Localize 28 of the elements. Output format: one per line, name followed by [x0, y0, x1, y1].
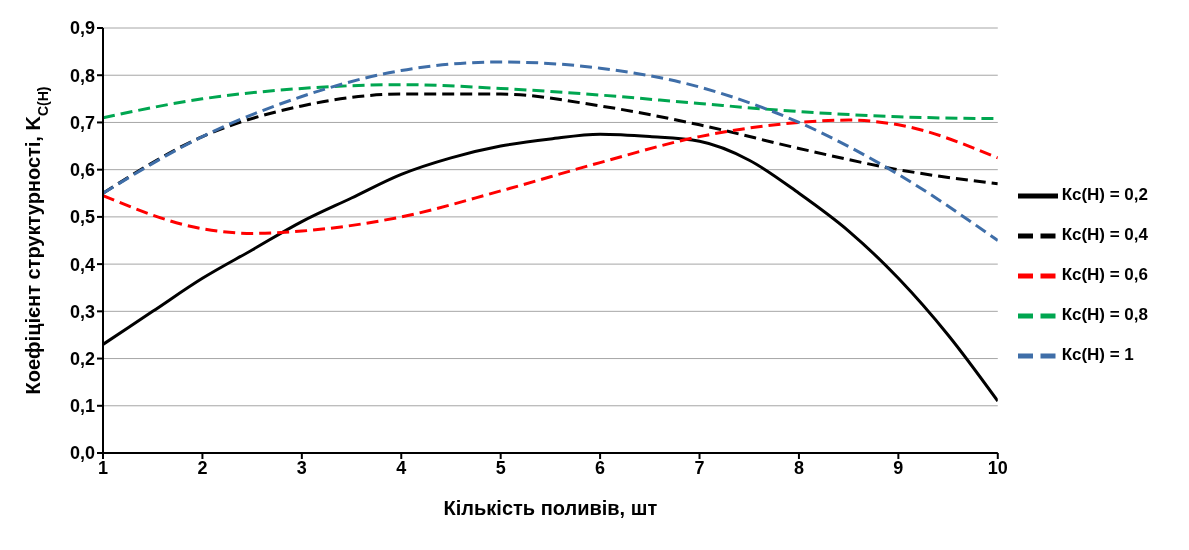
legend-label: Кс(Н) = 0,4 — [1061, 224, 1148, 244]
x-tick-label: 1 — [97, 457, 109, 478]
y-tick-label: 0,1 — [69, 396, 95, 417]
y-tick-label: 0,7 — [69, 112, 95, 133]
legend-label: Кс(Н) = 0,8 — [1061, 304, 1148, 324]
line-series — [103, 60, 998, 242]
y-tick-label: 0,6 — [69, 160, 95, 181]
y-tick-label: 0,5 — [69, 207, 95, 228]
y-tick-label: 0,3 — [69, 301, 95, 322]
line-series — [103, 118, 998, 235]
y-tick-label: 0,8 — [69, 65, 95, 86]
y-tick-label: 0,9 — [69, 18, 95, 39]
y-tick-label: 0,0 — [69, 443, 95, 464]
legend-label: Кс(Н) = 1 — [1061, 344, 1134, 364]
x-axis-title: Кількість поливів, шт — [443, 497, 658, 519]
x-tick-label: 4 — [396, 457, 407, 478]
x-tick-label: 7 — [694, 457, 705, 478]
legend-label: Кс(Н) = 0,2 — [1061, 184, 1148, 204]
x-tick-label: 8 — [793, 457, 804, 478]
x-tick-label: 10 — [987, 457, 1008, 478]
x-tick-label: 6 — [595, 457, 606, 478]
legend-label: Кс(Н) = 0,6 — [1061, 264, 1148, 284]
x-tick-label: 3 — [296, 457, 307, 478]
x-tick-label: 5 — [495, 457, 506, 478]
x-tick-label: 9 — [893, 457, 904, 478]
y-tick-label: 0,4 — [69, 254, 95, 275]
x-tick-label: 2 — [197, 457, 208, 478]
y-tick-label: 0,2 — [69, 348, 95, 369]
